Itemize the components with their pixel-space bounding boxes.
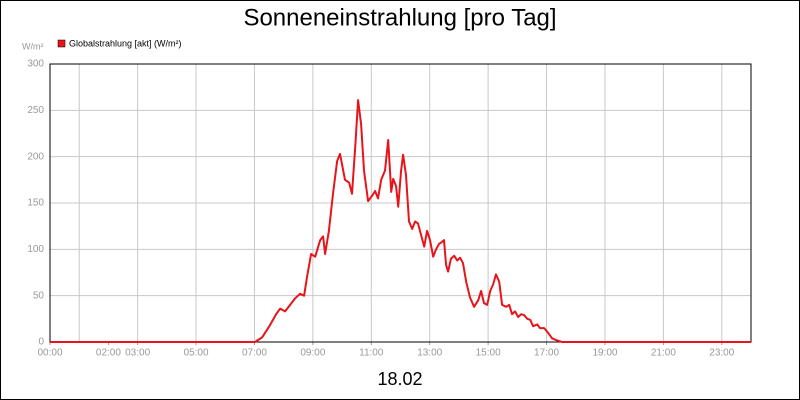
x-tick-label: 19:00 — [592, 348, 617, 359]
x-tick-label: 09:00 — [300, 348, 325, 359]
y-tick-label: 300 — [27, 59, 44, 70]
y-tick-label: 100 — [27, 244, 44, 255]
y-tick-label: 250 — [27, 105, 44, 116]
plot-border — [49, 63, 752, 343]
x-tick-label: 07:00 — [242, 348, 267, 359]
x-tick-label: 17:00 — [534, 348, 559, 359]
x-label: 18.02 — [377, 369, 422, 389]
x-tick-label: 03:00 — [125, 348, 150, 359]
y-tick-label: 150 — [27, 198, 44, 209]
y-unit: W/m² — [22, 41, 44, 51]
x-tick-label: 02:00 — [96, 348, 121, 359]
y-tick-label: 50 — [33, 290, 45, 301]
legend-label: Globalstrahlung [akt] (W/m²) — [69, 38, 182, 48]
x-tick-label: 15:00 — [476, 348, 501, 359]
chart-title: Sonneneinstrahlung [pro Tag] — [243, 4, 556, 31]
x-tick-label: 13:00 — [417, 348, 442, 359]
x-tick-label: 11:00 — [359, 348, 384, 359]
y-tick-label: 200 — [27, 151, 44, 162]
y-tick-label: 0 — [38, 337, 44, 348]
x-tick-label: 23:00 — [709, 348, 734, 359]
series-line — [50, 99, 751, 343]
x-tick-label: 21:00 — [651, 348, 676, 359]
x-tick-label: 00:00 — [37, 348, 62, 359]
legend-swatch — [57, 39, 66, 48]
x-tick-label: 05:00 — [184, 348, 209, 359]
